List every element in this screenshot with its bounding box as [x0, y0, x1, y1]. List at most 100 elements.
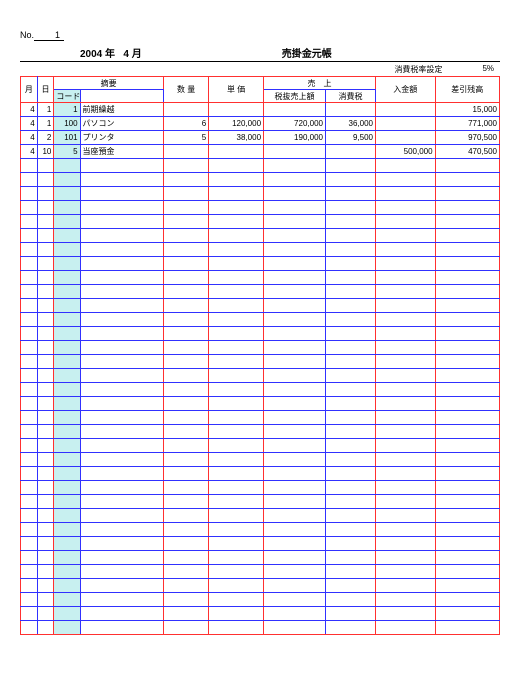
- cell-month: [21, 243, 38, 257]
- cell-month: [21, 285, 38, 299]
- cell-month: [21, 271, 38, 285]
- cell-qty: [163, 215, 208, 229]
- cell-balance: [435, 621, 499, 635]
- cell-tax: 9,500: [325, 131, 375, 145]
- cell-tax: [325, 187, 375, 201]
- cell-sales: [264, 537, 326, 551]
- cell-qty: [163, 397, 208, 411]
- cell-qty: [163, 467, 208, 481]
- cell-qty: [163, 187, 208, 201]
- cell-sales: [264, 411, 326, 425]
- cell-balance: [435, 607, 499, 621]
- table-row: [21, 537, 500, 551]
- cell-code: [54, 201, 80, 215]
- cell-month: 4: [21, 117, 38, 131]
- hdr-sales-group: 売 上: [264, 77, 376, 90]
- cell-day: [37, 173, 54, 187]
- cell-price: [209, 621, 264, 635]
- cell-month: [21, 257, 38, 271]
- cell-qty: [163, 299, 208, 313]
- cell-sales: [264, 495, 326, 509]
- cell-sales: 190,000: [264, 131, 326, 145]
- cell-price: [209, 467, 264, 481]
- table-row: [21, 341, 500, 355]
- cell-month: [21, 537, 38, 551]
- table-row: [21, 551, 500, 565]
- cell-deposit: [376, 103, 436, 117]
- cell-day: [37, 397, 54, 411]
- title-row: 2004 年 4 月 売掛金元帳: [20, 45, 500, 62]
- hdr-price: 単 価: [209, 77, 264, 103]
- cell-balance: [435, 243, 499, 257]
- cell-qty: [163, 369, 208, 383]
- cell-month: [21, 187, 38, 201]
- cell-day: [37, 425, 54, 439]
- cell-code: [54, 523, 80, 537]
- cell-qty: [163, 341, 208, 355]
- cell-month: [21, 201, 38, 215]
- cell-deposit: [376, 565, 436, 579]
- cell-code: [54, 173, 80, 187]
- cell-tax: [325, 565, 375, 579]
- hdr-summary: 摘要: [54, 77, 164, 90]
- cell-price: [209, 481, 264, 495]
- cell-desc: [80, 383, 163, 397]
- cell-balance: [435, 215, 499, 229]
- cell-price: [209, 453, 264, 467]
- cell-day: [37, 453, 54, 467]
- cell-code: [54, 411, 80, 425]
- cell-balance: [435, 299, 499, 313]
- cell-tax: [325, 411, 375, 425]
- cell-month: [21, 565, 38, 579]
- cell-qty: [163, 509, 208, 523]
- cell-qty: [163, 327, 208, 341]
- cell-balance: [435, 537, 499, 551]
- cell-desc: [80, 579, 163, 593]
- cell-qty: [163, 159, 208, 173]
- table-row: [21, 467, 500, 481]
- cell-deposit: [376, 187, 436, 201]
- cell-day: [37, 467, 54, 481]
- cell-desc: [80, 467, 163, 481]
- cell-qty: [163, 383, 208, 397]
- cell-tax: [325, 537, 375, 551]
- cell-qty: [163, 621, 208, 635]
- cell-sales: [264, 565, 326, 579]
- table-row: 41100パソコン6120,000720,00036,000771,000: [21, 117, 500, 131]
- hdr-day: 日: [37, 77, 54, 103]
- cell-desc: パソコン: [80, 117, 163, 131]
- cell-code: [54, 271, 80, 285]
- cell-price: [209, 299, 264, 313]
- month: 4: [123, 49, 129, 60]
- cell-price: [209, 593, 264, 607]
- cell-balance: [435, 271, 499, 285]
- cell-price: 120,000: [209, 117, 264, 131]
- table-row: [21, 201, 500, 215]
- cell-day: [37, 481, 54, 495]
- cell-day: [37, 495, 54, 509]
- cell-balance: [435, 285, 499, 299]
- cell-deposit: [376, 621, 436, 635]
- cell-deposit: [376, 551, 436, 565]
- cell-balance: 970,500: [435, 131, 499, 145]
- cell-deposit: [376, 467, 436, 481]
- cell-deposit: [376, 481, 436, 495]
- no-label: No.: [20, 30, 34, 40]
- cell-qty: [163, 537, 208, 551]
- year: 2004: [80, 49, 102, 60]
- cell-qty: [163, 495, 208, 509]
- cell-code: [54, 509, 80, 523]
- cell-deposit: [376, 341, 436, 355]
- cell-day: [37, 201, 54, 215]
- table-row: [21, 579, 500, 593]
- cell-balance: [435, 173, 499, 187]
- cell-price: [209, 523, 264, 537]
- cell-sales: [264, 159, 326, 173]
- table-row: [21, 495, 500, 509]
- cell-balance: [435, 593, 499, 607]
- cell-day: [37, 565, 54, 579]
- cell-deposit: [376, 257, 436, 271]
- cell-day: [37, 341, 54, 355]
- cell-tax: [325, 257, 375, 271]
- hdr-balance: 差引残高: [435, 77, 499, 103]
